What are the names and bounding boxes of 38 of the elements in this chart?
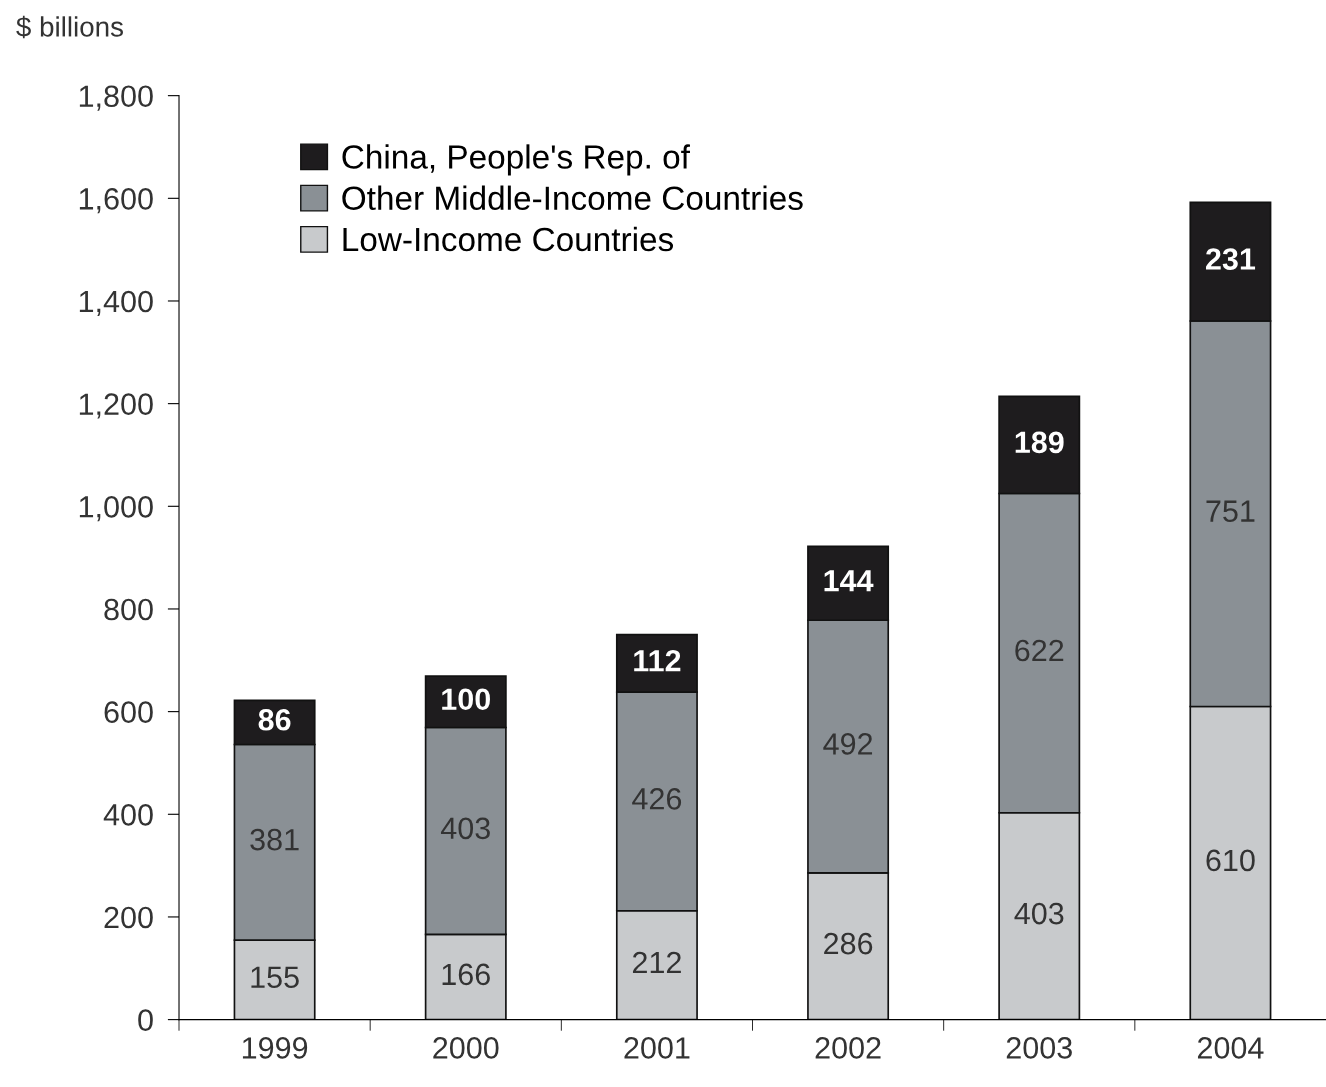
data-label: 86	[258, 708, 291, 731]
x-tick-label: 2004	[1197, 1037, 1264, 1059]
data-label: 403	[440, 817, 490, 840]
data-label: 231	[1205, 248, 1256, 270]
y-tick-label: 1,400	[79, 290, 153, 316]
data-label: 100	[442, 688, 490, 711]
data-label: 166	[442, 963, 490, 986]
y-tick-label: 200	[104, 906, 153, 929]
y-tick-label: 0	[138, 1009, 153, 1031]
data-label: 286	[824, 932, 873, 955]
y-tick-label: 800	[104, 598, 153, 621]
y-tick-label: 1,200	[79, 393, 153, 419]
y-tick-label: 1,000	[79, 496, 153, 522]
data-label: 144	[824, 570, 874, 592]
legend-label: Low-Income Countries	[343, 226, 674, 252]
x-tick-label: 1999	[242, 1037, 308, 1059]
x-tick-label: 2001	[624, 1037, 690, 1059]
data-label: 189	[1015, 431, 1064, 454]
legend-label: China, People's Rep. of	[342, 144, 690, 176]
data-label: 403	[1014, 902, 1064, 925]
data-label: 112	[634, 649, 681, 672]
y-tick-label: 1,600	[79, 188, 153, 214]
data-label: 622	[1015, 639, 1064, 662]
y-tick-label: 600	[104, 701, 153, 723]
data-label: 155	[251, 966, 299, 989]
y-tick-label: 1,800	[79, 85, 153, 111]
data-label: 492	[823, 733, 873, 755]
y-tick-label: 400	[103, 804, 153, 826]
data-label: 212	[632, 951, 681, 974]
data-label: 610	[1206, 849, 1255, 872]
x-tick-label: 2003	[1006, 1037, 1072, 1059]
legend-label: Other Middle-Income Countries	[342, 185, 803, 211]
data-label: 426	[632, 788, 682, 810]
data-label: 751	[1206, 500, 1255, 522]
data-label: 381	[250, 828, 299, 851]
x-tick-label: 2000	[433, 1037, 499, 1059]
x-tick-label: 2002	[815, 1037, 881, 1059]
y-axis-title: $ billions	[16, 15, 123, 39]
